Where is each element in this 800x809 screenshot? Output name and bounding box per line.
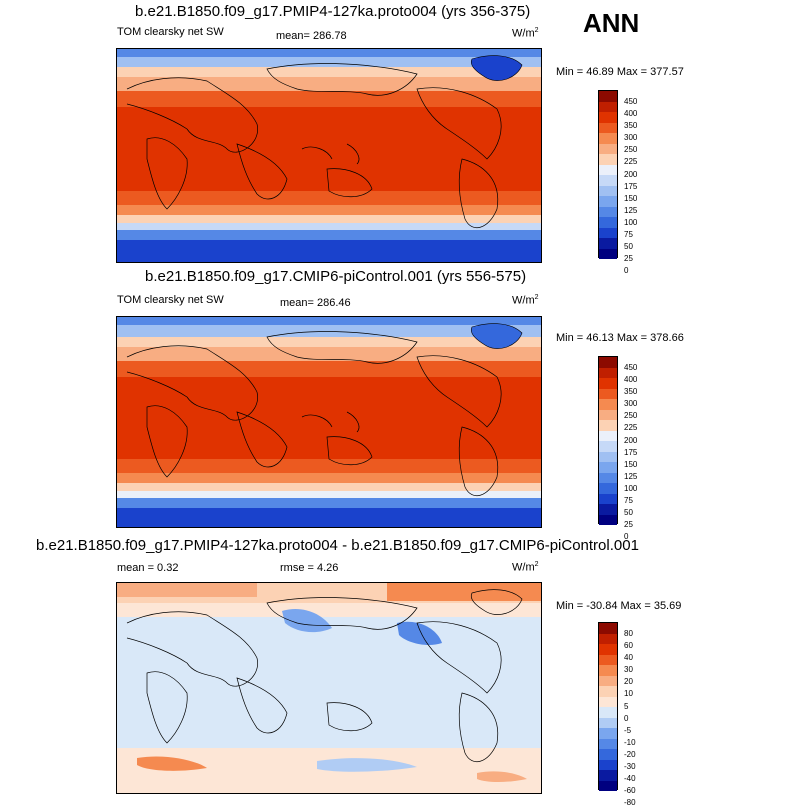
colorbar-swatch <box>599 644 617 655</box>
colorbar-swatch <box>599 357 617 368</box>
panel-2-colorbar-labels: 450 400 350 300 250 225 200 175 150 125 100 75 50 25 0 <box>624 363 638 542</box>
colorbar-swatch <box>599 749 617 760</box>
colorbar-swatch <box>599 143 617 154</box>
colorbar-swatch <box>599 780 617 791</box>
colorbar-swatch <box>599 248 617 259</box>
colorbar-swatch <box>599 196 617 207</box>
panel-2-title: b.e21.B1850.f09_g17.CMIP6-piControl.001 … <box>145 268 527 285</box>
colorbar-swatch <box>599 133 617 144</box>
season-label: ANN <box>583 8 640 38</box>
panel-3-map <box>116 582 542 794</box>
panel-3-minmax: Min = -30.84 Max = 35.69 <box>556 600 682 612</box>
colorbar-swatch <box>599 185 617 196</box>
colorbar-swatch <box>599 483 617 494</box>
panel-2-units: W/m2 <box>512 294 539 307</box>
colorbar-swatch <box>599 665 617 676</box>
panel-3-mean-label: mean = 0.32 <box>117 562 179 574</box>
colorbar-swatch <box>599 441 617 452</box>
panel-3-rmse-label: rmse = 4.26 <box>280 562 339 574</box>
panel-3-colorbar-labels: 80 60 40 30 20 10 5 0 -5 -10 -20 -30 -40 -60 -80 <box>624 629 636 808</box>
colorbar-swatch <box>599 707 617 718</box>
colorbar-swatch <box>599 206 617 217</box>
colorbar-swatch <box>599 623 617 634</box>
colorbar-swatch <box>599 238 617 249</box>
colorbar-swatch <box>599 388 617 399</box>
colorbar-swatch <box>599 227 617 238</box>
colorbar-swatch <box>599 504 617 515</box>
colorbar-swatch <box>599 164 617 175</box>
panel-2-minmax: Min = 46.13 Max = 378.66 <box>556 332 684 344</box>
panel-1-colorbar <box>598 90 618 259</box>
panel-3-units: W/m2 <box>512 561 539 574</box>
panel-2-colorbar <box>598 356 618 525</box>
panel-2-mean-label: mean= 286.46 <box>280 297 351 309</box>
colorbar-swatch <box>599 451 617 462</box>
colorbar-swatch <box>599 462 617 473</box>
colorbar-swatch <box>599 409 617 420</box>
colorbar-swatch <box>599 654 617 665</box>
panel-2-variable-label: TOM clearsky net SW <box>117 294 224 306</box>
panel-1-map <box>116 48 542 263</box>
colorbar-swatch <box>599 759 617 770</box>
colorbar-swatch <box>599 112 617 123</box>
colorbar-swatch <box>599 367 617 378</box>
colorbar-swatch <box>599 472 617 483</box>
colorbar-swatch <box>599 91 617 102</box>
colorbar-swatch <box>599 217 617 228</box>
colorbar-swatch <box>599 633 617 644</box>
colorbar-swatch <box>599 430 617 441</box>
panel-1-mean-label: mean= 286.78 <box>276 30 347 42</box>
panel-1-minmax: Min = 46.89 Max = 377.57 <box>556 66 684 78</box>
colorbar-swatch <box>599 738 617 749</box>
panel-1-title: b.e21.B1850.f09_g17.PMIP4-127ka.proto004… <box>135 3 531 20</box>
colorbar-swatch <box>599 122 617 133</box>
colorbar-swatch <box>599 399 617 410</box>
panel-2-map <box>116 316 542 528</box>
panel-3-colorbar <box>598 622 618 791</box>
colorbar-swatch <box>599 717 617 728</box>
colorbar-swatch <box>599 728 617 739</box>
colorbar-swatch <box>599 378 617 389</box>
colorbar-swatch <box>599 675 617 686</box>
panel-1-units: W/m2 <box>512 27 539 40</box>
colorbar-swatch <box>599 770 617 781</box>
colorbar-swatch <box>599 420 617 431</box>
colorbar-swatch <box>599 175 617 186</box>
colorbar-swatch <box>599 686 617 697</box>
panel-3-title: b.e21.B1850.f09_g17.PMIP4-127ka.proto004… <box>36 537 639 554</box>
panel-1-variable-label: TOM clearsky net SW <box>117 26 224 38</box>
colorbar-swatch <box>599 154 617 165</box>
colorbar-swatch <box>599 101 617 112</box>
colorbar-swatch <box>599 493 617 504</box>
colorbar-swatch <box>599 514 617 525</box>
colorbar-swatch <box>599 696 617 707</box>
panel-1-colorbar-labels: 450 400 350 300 250 225 200 175 150 125 100 75 50 25 0 <box>624 97 638 276</box>
